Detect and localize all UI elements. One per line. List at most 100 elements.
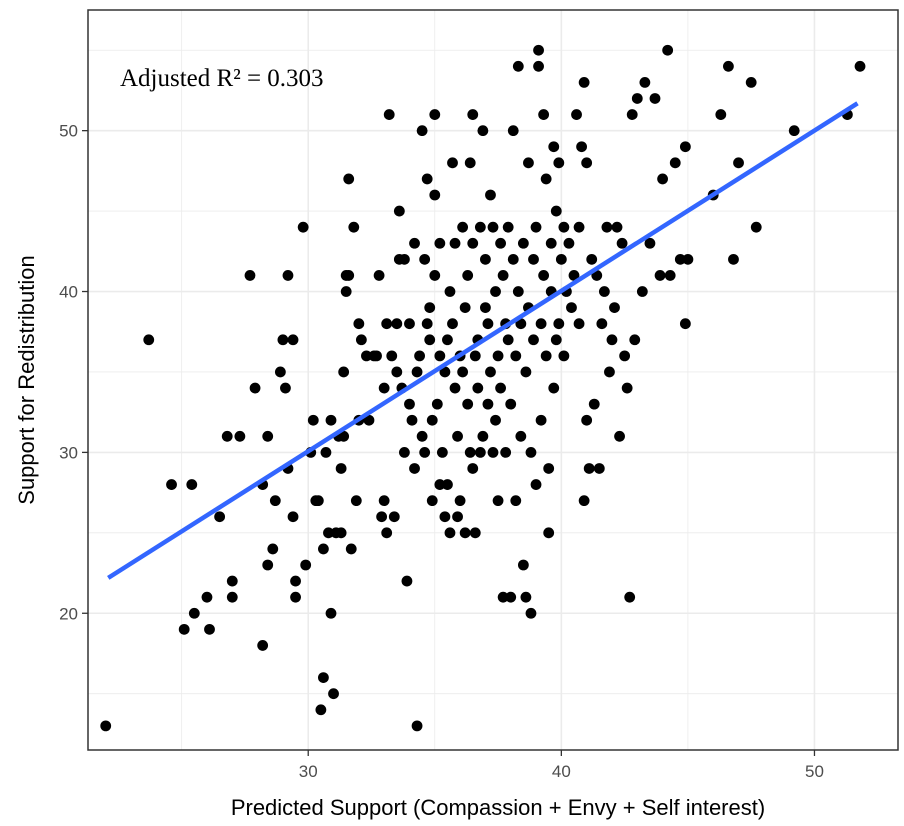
data-point bbox=[467, 237, 479, 249]
data-point bbox=[477, 125, 489, 137]
data-point bbox=[679, 141, 691, 153]
data-point bbox=[750, 221, 762, 233]
data-point bbox=[535, 414, 547, 426]
data-point bbox=[495, 237, 506, 249]
data-point bbox=[409, 463, 420, 474]
data-point bbox=[416, 125, 428, 137]
data-point bbox=[462, 398, 474, 410]
data-point bbox=[399, 446, 410, 458]
data-point bbox=[507, 253, 519, 265]
data-point bbox=[338, 430, 350, 442]
data-point bbox=[320, 446, 332, 458]
data-point bbox=[517, 237, 529, 249]
data-point bbox=[490, 286, 501, 297]
data-point bbox=[434, 350, 446, 362]
data-point bbox=[340, 286, 352, 297]
data-point bbox=[525, 607, 537, 619]
data-point bbox=[674, 253, 686, 265]
data-point bbox=[345, 543, 357, 555]
data-point bbox=[414, 350, 425, 362]
data-point bbox=[201, 591, 213, 603]
data-point bbox=[355, 334, 367, 346]
data-point bbox=[467, 463, 479, 474]
data-point bbox=[393, 205, 405, 217]
data-point bbox=[469, 350, 481, 362]
data-point bbox=[588, 398, 600, 410]
r-squared-annotation: Adjusted R² = 0.303 bbox=[120, 65, 324, 92]
data-point bbox=[550, 205, 562, 217]
data-point bbox=[535, 318, 547, 330]
data-point bbox=[505, 398, 517, 410]
data-point bbox=[457, 366, 469, 378]
data-point bbox=[497, 270, 509, 281]
data-point bbox=[277, 334, 289, 346]
data-point bbox=[606, 334, 618, 346]
data-point bbox=[257, 640, 269, 651]
data-point bbox=[274, 366, 286, 378]
data-point bbox=[434, 237, 446, 249]
data-point bbox=[439, 366, 451, 378]
y-axis-ticks: 20 30 40 50 bbox=[59, 122, 88, 623]
data-point bbox=[664, 270, 676, 281]
data-point bbox=[459, 527, 471, 539]
data-point bbox=[436, 446, 448, 458]
data-point bbox=[611, 221, 623, 233]
data-point bbox=[391, 366, 403, 378]
data-point bbox=[654, 270, 666, 281]
data-point bbox=[399, 253, 410, 265]
x-tick-label: 30 bbox=[299, 762, 318, 781]
data-point bbox=[353, 318, 365, 330]
data-point bbox=[188, 607, 200, 619]
data-point bbox=[669, 157, 681, 169]
data-point bbox=[186, 479, 198, 490]
x-tick-label: 40 bbox=[552, 762, 571, 781]
data-point bbox=[487, 446, 499, 458]
data-point bbox=[502, 334, 514, 346]
data-point bbox=[512, 60, 524, 72]
data-point bbox=[287, 511, 299, 523]
data-point bbox=[335, 463, 347, 474]
data-point bbox=[636, 286, 648, 297]
data-point bbox=[454, 495, 466, 507]
data-point bbox=[348, 221, 360, 233]
data-point bbox=[523, 157, 534, 169]
data-point bbox=[280, 382, 291, 394]
data-points bbox=[100, 44, 866, 732]
data-point bbox=[596, 318, 608, 330]
data-point bbox=[474, 221, 486, 233]
y-tick-label: 50 bbox=[59, 122, 78, 141]
data-point bbox=[593, 463, 605, 474]
data-point bbox=[315, 704, 327, 716]
data-point bbox=[249, 382, 261, 394]
data-point bbox=[581, 157, 593, 169]
data-point bbox=[530, 221, 542, 233]
data-point bbox=[528, 334, 539, 346]
data-point bbox=[626, 109, 638, 120]
data-point bbox=[226, 575, 238, 587]
data-point bbox=[325, 607, 337, 619]
data-point bbox=[404, 318, 415, 330]
data-point bbox=[459, 302, 471, 314]
data-point bbox=[543, 527, 555, 539]
x-axis-title: Predicted Support (Compassion + Envy + S… bbox=[231, 795, 765, 820]
data-point bbox=[540, 350, 552, 362]
data-point bbox=[601, 221, 613, 233]
data-point bbox=[548, 382, 560, 394]
data-point bbox=[226, 591, 238, 603]
data-point bbox=[639, 76, 651, 88]
data-point bbox=[449, 382, 461, 394]
data-point bbox=[578, 76, 590, 88]
data-point bbox=[383, 109, 395, 120]
data-point bbox=[419, 253, 431, 265]
data-point bbox=[487, 221, 499, 233]
data-point bbox=[424, 302, 436, 314]
data-point bbox=[290, 591, 301, 603]
x-tick-label: 50 bbox=[805, 762, 824, 781]
data-point bbox=[485, 189, 496, 201]
data-point bbox=[485, 366, 496, 378]
data-point bbox=[214, 511, 226, 523]
data-point bbox=[307, 414, 319, 426]
data-point bbox=[426, 414, 438, 426]
data-point bbox=[401, 575, 413, 587]
y-tick-label: 40 bbox=[59, 283, 78, 302]
